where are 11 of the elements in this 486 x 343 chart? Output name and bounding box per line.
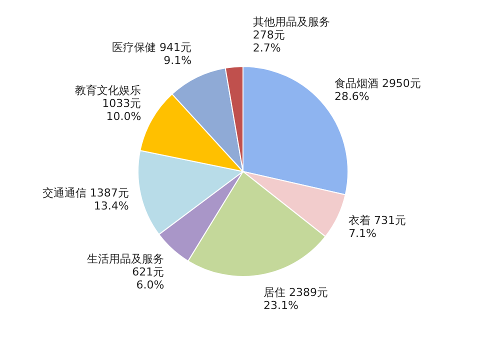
slice-label: 其他用品及服务 (252, 15, 330, 28)
slice-label: 交通通信 1387元 13.4% (42, 186, 129, 212)
data-label: 278元 2.7% (252, 28, 285, 54)
data-label: 1033元 10.0% (102, 97, 142, 124)
slice-label: 居住 2389元 23.1% (263, 286, 328, 312)
data-label: 621元 6.0% (132, 265, 164, 292)
slice-label: 衣着 731元 7.1% (348, 214, 406, 240)
slice-label: 教育文化娱乐 (75, 84, 142, 98)
slice-label: 生活用品及服务 (87, 252, 164, 266)
slice-label: 医疗保健 941元 9.1% (112, 41, 192, 68)
slice-label: 食品烟酒 2950元 28.6% (334, 76, 421, 103)
